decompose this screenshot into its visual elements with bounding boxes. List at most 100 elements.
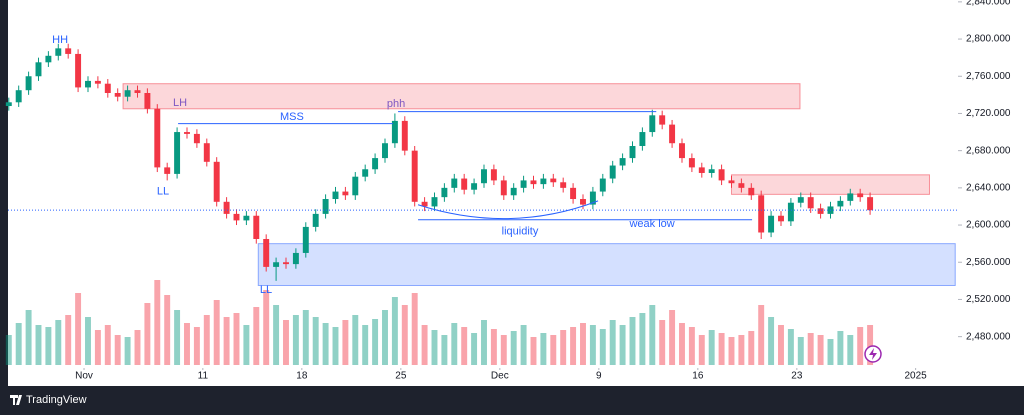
candle-body <box>332 191 339 200</box>
candle-body <box>382 143 388 159</box>
candle-body <box>758 195 765 233</box>
candle-body <box>560 182 567 188</box>
volume-bar <box>490 329 497 365</box>
volume-bar <box>144 303 151 365</box>
x-tick-label: 25 <box>395 371 407 382</box>
x-tick-label: 2025 <box>905 371 928 382</box>
volume-bar <box>451 323 458 365</box>
candle-body <box>292 252 299 265</box>
candle-body <box>530 180 537 185</box>
y-tick-label: 2,520.000 <box>966 294 1011 305</box>
volume-bar <box>738 335 745 365</box>
candle-body <box>55 48 62 56</box>
candle-body <box>649 115 656 133</box>
volume-bar <box>154 280 161 365</box>
x-tick-label: 16 <box>692 371 704 382</box>
candle-body <box>322 199 329 214</box>
volume-bar <box>45 327 52 365</box>
volume-bar <box>827 339 834 365</box>
volume-bar <box>184 323 190 365</box>
candle-body <box>65 48 72 54</box>
candle-body <box>342 191 349 196</box>
volume-bar <box>471 333 478 365</box>
y-tick-label: 2,720.000 <box>966 108 1011 119</box>
volume-bar <box>540 333 547 365</box>
candle-body <box>490 169 497 181</box>
candle-body <box>778 215 784 222</box>
zone <box>122 83 801 110</box>
candle-body <box>748 187 755 196</box>
candle-body <box>679 143 685 159</box>
volume-bar <box>768 317 775 365</box>
volume-bar <box>193 327 200 365</box>
volume-bar <box>431 330 438 365</box>
volume-bar <box>302 310 309 365</box>
volume-bar <box>243 325 250 365</box>
candle-body <box>570 187 577 200</box>
volume-bar <box>500 335 507 365</box>
candle-body <box>302 226 309 253</box>
candle-body <box>431 197 438 207</box>
volume-bar <box>510 331 517 365</box>
volume-bar <box>609 320 616 365</box>
volume-bar <box>461 327 468 365</box>
volume-bar <box>382 310 388 365</box>
volume-bar <box>778 325 784 365</box>
footer-brand[interactable]: TradingView <box>26 394 87 406</box>
candle-body <box>75 53 82 88</box>
annotation: HH <box>52 34 68 46</box>
candle-body <box>857 193 864 198</box>
x-tick-label: 18 <box>296 371 308 382</box>
volume-bar <box>867 325 874 365</box>
volume-bar <box>847 335 854 365</box>
volume-bar <box>94 330 101 365</box>
candle-body <box>451 178 458 188</box>
candle-body <box>787 202 794 222</box>
zones <box>122 83 956 286</box>
volume-bar <box>332 327 339 365</box>
candle-body <box>461 178 468 190</box>
candle-body <box>768 215 775 233</box>
candle-body <box>203 143 210 162</box>
price-pane: HH LH LL MSS phh LL liquidity weak low <box>5 34 958 296</box>
tradingview-logo[interactable]: TradingView <box>10 394 87 406</box>
volume-bar <box>857 327 864 365</box>
volume-bar <box>550 335 557 365</box>
candle-body <box>362 169 369 177</box>
candle-body <box>85 80 91 88</box>
axes: 2,480.000 2,520.000 2,560.000 2,600.000 2,64… <box>75 0 1011 382</box>
candle-body <box>15 90 22 103</box>
volume-bar <box>55 320 62 365</box>
annotation: weak low <box>628 218 674 230</box>
volume-bar <box>481 320 487 365</box>
candle-body <box>401 120 408 151</box>
candle-body <box>164 167 171 174</box>
candle-body <box>213 161 220 202</box>
volume-bar <box>15 323 22 365</box>
candle-body <box>391 120 398 144</box>
volume-bar <box>698 335 705 365</box>
candle-body <box>520 180 527 188</box>
alert-icon[interactable] <box>864 345 882 363</box>
candle-body <box>728 180 735 184</box>
candle-body <box>550 178 557 183</box>
volume-bar <box>629 317 636 365</box>
volume-bar <box>124 337 131 365</box>
volume-bar <box>728 337 735 365</box>
volume-bar <box>312 317 319 365</box>
volume-bar <box>679 323 685 365</box>
candle-body <box>619 158 626 166</box>
x-tick-label: 9 <box>596 371 602 382</box>
volume-bar <box>748 331 755 365</box>
candle-body <box>411 150 418 202</box>
candle-body <box>184 132 190 134</box>
volume-bar <box>85 317 91 365</box>
volume-bar <box>669 310 676 365</box>
candle-body <box>223 201 230 214</box>
volume-bar <box>134 330 141 365</box>
candle-body <box>273 262 280 267</box>
candle-body <box>263 238 270 267</box>
volume-bar <box>401 305 408 365</box>
y-tick-label: 2,840.000 <box>966 0 1011 8</box>
